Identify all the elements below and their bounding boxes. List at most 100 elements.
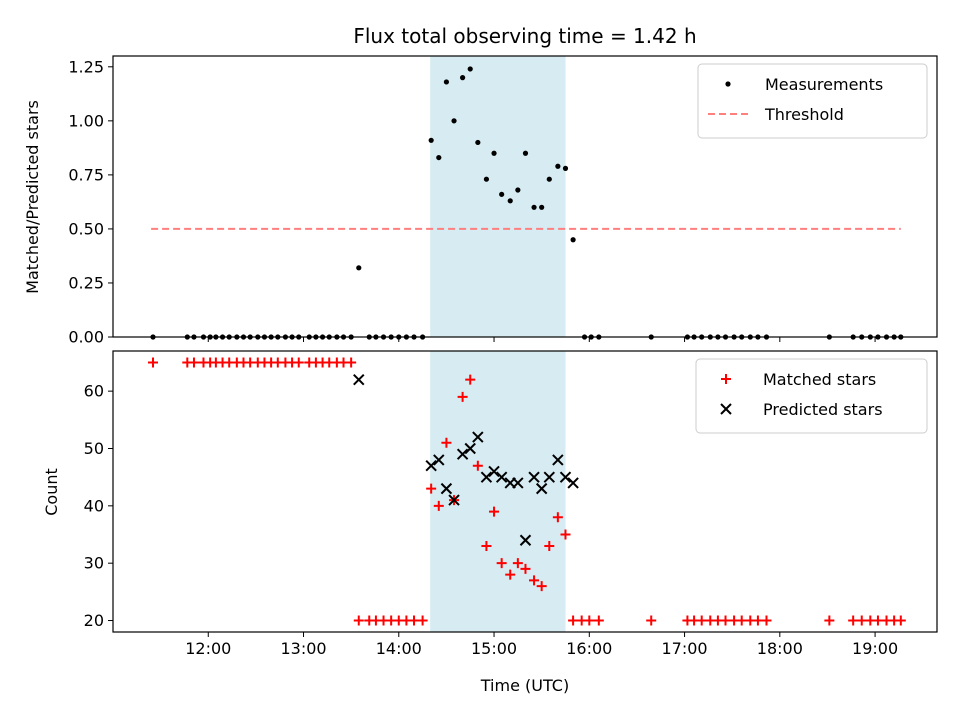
axes-frame — [112, 55, 938, 338]
x-axis-label: Time (UTC) — [480, 676, 569, 695]
measurement-point — [499, 191, 505, 197]
measurement-point — [515, 187, 521, 193]
x-tick-label: 14:00 — [376, 639, 422, 658]
matched-star-point — [188, 357, 199, 368]
y-tick-label: 0.50 — [68, 219, 104, 238]
predicted-star-point — [512, 477, 524, 489]
measurement-point — [522, 150, 529, 156]
legend-label: Measurements — [765, 75, 883, 94]
matched-star-point — [560, 529, 571, 540]
matched-star-point — [752, 615, 763, 626]
matched-star-point — [584, 615, 595, 626]
legend: Matched stars Predicted stars — [695, 358, 928, 434]
predicted-star-point — [464, 442, 476, 455]
y-tick-label: 60 — [84, 382, 104, 401]
matched-star-point — [544, 540, 555, 551]
x-tick-label: 12:00 — [185, 639, 231, 658]
y-tick-label: 1.00 — [68, 111, 104, 130]
y-axis-label-count: Count — [42, 468, 61, 516]
predicted-star-point — [528, 471, 540, 483]
predicted-star-point — [353, 373, 365, 386]
x-tick-label: 17:00 — [662, 639, 708, 658]
predicted-star-point — [433, 454, 445, 466]
measurement-point — [467, 66, 473, 72]
measurement-point — [443, 79, 450, 85]
predicted-star-point — [440, 482, 453, 495]
predicted-star-point — [535, 482, 548, 495]
matched-star-point — [593, 615, 604, 626]
matched-star-point — [433, 500, 444, 511]
predicted-star-point — [543, 471, 555, 483]
chart-title: Flux total observing time = 1.42 h — [353, 24, 696, 48]
ratio-panel: 0.00 0.25 0.50 0.75 1.00 1.25 Measurements Thre… — [68, 55, 938, 347]
matched-star-point — [568, 615, 579, 626]
legend-dot-swatch — [725, 81, 731, 87]
matched-star-point — [409, 615, 420, 626]
matched-star-point — [417, 615, 428, 626]
observing-span — [430, 56, 566, 337]
matched-star-point — [552, 512, 563, 523]
predicted-star-point — [425, 459, 437, 472]
measurement-point — [356, 265, 362, 271]
legend-label: Matched stars — [763, 370, 876, 389]
y-tick-label: 0.75 — [68, 165, 104, 184]
y-axis-label-ratio: Matched/Predicted stars — [23, 100, 42, 294]
legend: Measurements Threshold — [697, 63, 928, 139]
predicted-star-point — [567, 477, 579, 489]
count-panel: 20 30 40 50 60 12:00 13:00 14:00 15:00 16:00 17:00… — [84, 350, 938, 658]
matched-star-point — [512, 558, 523, 569]
predicted-star-point — [448, 494, 460, 506]
matched-star-point — [148, 357, 159, 368]
measurement-point — [570, 237, 576, 243]
matched-star-point — [696, 615, 707, 626]
measurement-point — [475, 139, 481, 146]
predicted-star-point — [456, 448, 469, 460]
matched-star-point — [472, 460, 483, 471]
y-tick-label: 1.25 — [68, 57, 104, 76]
matched-star-point — [293, 357, 304, 368]
matched-star-point — [848, 615, 859, 626]
x-tick-label: 19:00 — [852, 639, 898, 658]
x-tick-label: 15:00 — [471, 639, 517, 658]
measurement-point — [507, 198, 513, 204]
matched-star-point — [761, 615, 772, 626]
matched-star-point — [481, 540, 492, 551]
y-tick-label: 50 — [84, 439, 104, 458]
predicted-star-point — [559, 471, 572, 483]
x-tick-label: 16:00 — [566, 639, 612, 658]
matched-star-point — [489, 506, 500, 517]
measurement-point — [562, 165, 569, 171]
matched-star-point — [646, 615, 657, 626]
legend-box — [697, 63, 928, 139]
matched-star-point — [505, 569, 516, 580]
matched-star-point — [496, 558, 507, 569]
predicted-star-point — [472, 431, 484, 443]
x-tick-label: 18:00 — [757, 639, 803, 658]
legend-x-swatch — [720, 403, 732, 415]
matched-star-point — [426, 483, 437, 494]
predicted-star-point — [480, 471, 493, 483]
measurement-point — [539, 204, 545, 210]
legend-plus-swatch — [721, 374, 731, 384]
measurement-point — [555, 163, 561, 169]
matched-star-point — [872, 615, 883, 626]
measurement-point — [483, 176, 490, 182]
matched-star-point — [520, 563, 531, 574]
legend-label: Predicted stars — [763, 400, 883, 419]
y-tick-label: 0.00 — [68, 328, 104, 347]
matched-star-point — [441, 437, 452, 448]
x-tick-label: 13:00 — [280, 639, 326, 658]
matched-star-point — [895, 615, 906, 626]
measurement-point — [546, 176, 552, 182]
matched-star-point — [353, 615, 364, 626]
matched-star-point — [346, 357, 357, 368]
axes-frame — [112, 350, 938, 633]
measurement-point — [428, 137, 434, 143]
measurement-point — [436, 154, 442, 161]
predicted-star-point — [488, 465, 500, 478]
matched-star-point — [720, 615, 731, 626]
matched-star-point — [536, 581, 547, 592]
measurement-point — [491, 150, 497, 156]
y-tick-label: 40 — [84, 496, 104, 515]
